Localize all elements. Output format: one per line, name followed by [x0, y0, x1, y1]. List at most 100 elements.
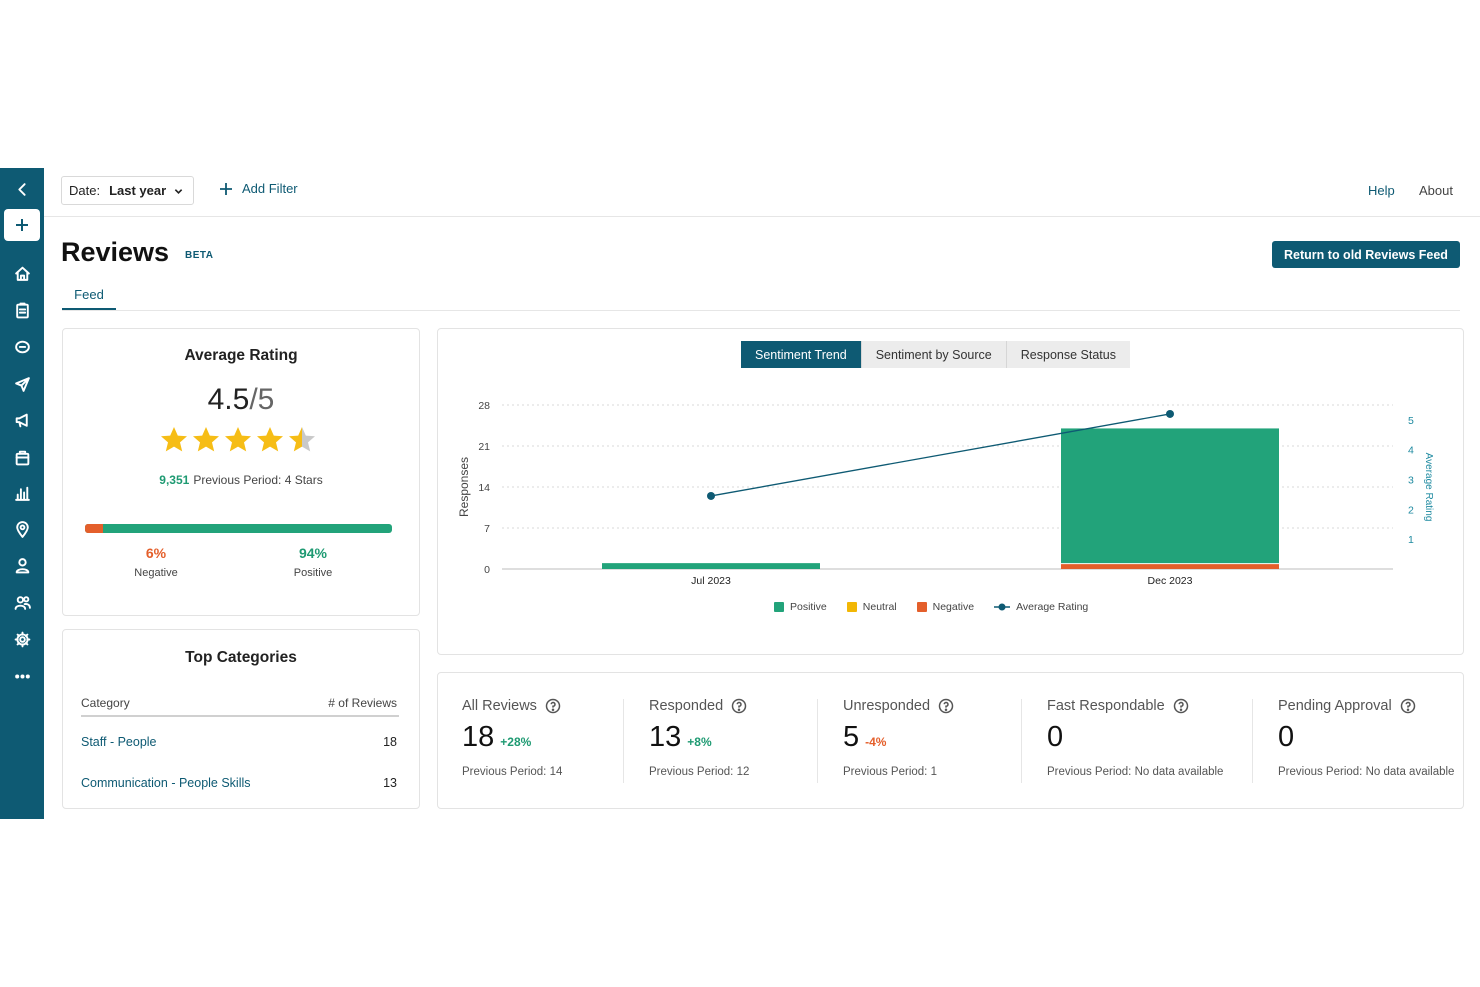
- average-rating-line: [710, 413, 1171, 497]
- stat-value-number: 0: [1278, 721, 1295, 753]
- legend-item[interactable]: Average Rating: [994, 601, 1088, 613]
- stat-value-number: 0: [1047, 721, 1064, 753]
- stat-label: All Reviews: [462, 698, 561, 714]
- return-old-feed-button[interactable]: Return to old Reviews Feed: [1272, 241, 1460, 268]
- stat-label-text: Unresponded: [843, 698, 931, 714]
- bar-chart-icon[interactable]: [0, 480, 44, 506]
- legend-item[interactable]: Positive: [774, 601, 827, 613]
- stat-divider: [817, 699, 818, 783]
- category-link[interactable]: Staff - People: [81, 735, 157, 749]
- stat-divider: [1252, 699, 1253, 783]
- rating-previous-text: Previous Period: 4 Stars: [193, 473, 323, 487]
- legend-label: Positive: [790, 601, 827, 613]
- star-icon: [257, 427, 283, 452]
- sentiment-bar-negative: [85, 524, 104, 533]
- stat-value: 0: [1278, 721, 1300, 754]
- bar-negative: [1061, 563, 1279, 569]
- sentiment-bar: [85, 524, 392, 533]
- y-tick-label: 14: [478, 482, 490, 494]
- bag-icon[interactable]: [0, 444, 44, 470]
- sentiment-trend-chart: 0 7 14 21 28 1 2 3 4 5 Responses Average Rating Jul …: [457, 400, 1434, 587]
- tab-feed[interactable]: Feed: [62, 287, 116, 311]
- category-count: 18: [383, 735, 397, 749]
- bar-positive: [1061, 428, 1279, 564]
- star-icon: [225, 427, 251, 452]
- bar-positive: [602, 563, 820, 569]
- y2-tick-label: 2: [1408, 504, 1414, 516]
- average-rating-point: [707, 491, 715, 500]
- y-axis-label: Responses: [457, 457, 471, 517]
- stat-label-text: Responded: [649, 698, 724, 714]
- location-pin-icon[interactable]: [0, 516, 44, 542]
- y-tick-label: 28: [478, 400, 490, 412]
- user-icon[interactable]: [0, 552, 44, 578]
- y-tick-label: 7: [484, 523, 490, 535]
- legend-label: Negative: [932, 601, 975, 613]
- legend-item[interactable]: Neutral: [846, 601, 897, 613]
- column-header-reviews: # of Reviews: [328, 696, 397, 710]
- average-rating-title: Average Rating: [184, 347, 298, 364]
- average-rating-point: [1166, 409, 1174, 418]
- stat-value: 0: [1047, 721, 1069, 754]
- clipboard-icon[interactable]: [0, 297, 44, 323]
- collapse-icon[interactable]: [0, 176, 44, 202]
- date-filter-label: Date:: [69, 183, 101, 198]
- positive-percent: 94%: [298, 545, 328, 561]
- y2-tick-label: 5: [1408, 415, 1414, 427]
- users-icon[interactable]: [0, 589, 44, 615]
- more-icon[interactable]: [0, 663, 44, 689]
- help-circle-icon[interactable]: [938, 698, 954, 714]
- help-circle-icon[interactable]: [1173, 698, 1189, 714]
- y2-axis-label: Average Rating: [1423, 453, 1434, 522]
- chat-icon[interactable]: [0, 334, 44, 360]
- stat-previous-period: Previous Period: 1: [843, 766, 937, 778]
- category-link[interactable]: Communication - People Skills: [81, 776, 251, 790]
- y-tick-label: 21: [478, 441, 490, 453]
- sidebar: [0, 168, 44, 819]
- beta-badge: BETA: [185, 250, 214, 261]
- home-icon[interactable]: [0, 260, 44, 286]
- help-circle-icon[interactable]: [545, 698, 561, 714]
- legend-item[interactable]: Negative: [916, 601, 975, 613]
- page-title: Reviews: [61, 237, 170, 267]
- send-icon[interactable]: [0, 371, 44, 397]
- category-count: 13: [383, 776, 397, 790]
- plus-icon[interactable]: [4, 209, 40, 241]
- stat-value-number: 13: [649, 721, 682, 753]
- add-filter-label: Add Filter: [242, 181, 298, 196]
- y2-tick-label: 4: [1408, 445, 1414, 457]
- gear-icon[interactable]: [0, 626, 44, 652]
- chart-tab-group: Sentiment Trend Sentiment by Source Resp…: [741, 341, 1130, 368]
- star-icon: [161, 427, 187, 452]
- y2-tick-label: 1: [1408, 534, 1414, 546]
- help-link[interactable]: Help: [1368, 183, 1395, 198]
- add-filter-button[interactable]: Add Filter: [219, 181, 298, 196]
- plus-icon: [220, 182, 232, 195]
- x-tick-label: Dec 2023: [1148, 575, 1193, 587]
- stat-delta: -4%: [865, 735, 887, 749]
- table-header-divider: [81, 715, 399, 717]
- stat-label-text: Pending Approval: [1278, 698, 1392, 714]
- about-link[interactable]: About: [1419, 183, 1453, 198]
- tab-response-status[interactable]: Response Status: [1006, 341, 1130, 368]
- tab-sentiment-by-source[interactable]: Sentiment by Source: [861, 341, 1007, 368]
- legend-swatch: [846, 602, 857, 612]
- x-tick-label: Jul 2023: [691, 575, 731, 587]
- top-bar: Date: Last year Add Filter Help About: [44, 168, 1480, 217]
- top-categories-title: Top Categories: [185, 649, 297, 666]
- tab-sentiment-trend[interactable]: Sentiment Trend: [741, 341, 862, 368]
- legend-label: Neutral: [862, 601, 897, 613]
- negative-percent: 6%: [145, 545, 167, 561]
- help-circle-icon[interactable]: [731, 698, 747, 714]
- top-categories-card: Top Categories Category # of Reviews Sta…: [62, 629, 420, 809]
- chevron-down-icon: [174, 189, 183, 194]
- stat-delta: +28%: [500, 735, 532, 749]
- help-circle-icon[interactable]: [1400, 698, 1416, 714]
- y-tick-label: 0: [484, 564, 490, 576]
- legend-swatch: [916, 602, 927, 612]
- column-header-category: Category: [81, 696, 130, 710]
- tabs-divider: [62, 310, 1460, 311]
- legend-line-marker: [994, 603, 1011, 611]
- megaphone-icon[interactable]: [0, 407, 44, 433]
- date-filter-select[interactable]: Date: Last year: [61, 176, 194, 205]
